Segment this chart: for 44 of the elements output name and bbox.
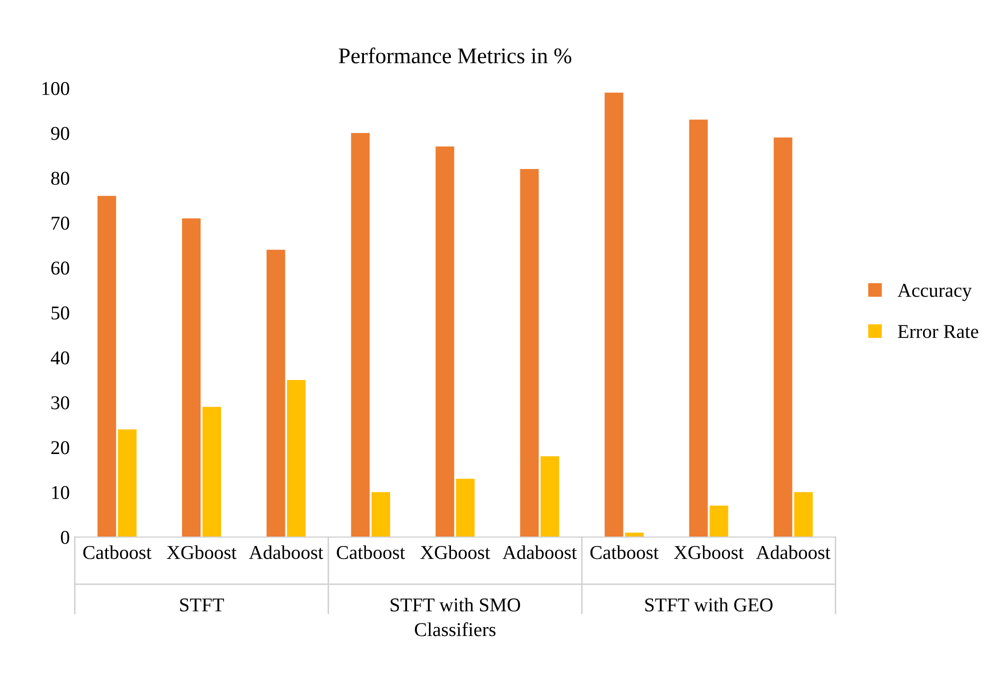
x-tick-label: Adaboost bbox=[502, 545, 577, 560]
text: STFT with SMO bbox=[390, 598, 520, 612]
chart-title: Performance Metrics in % bbox=[338, 48, 572, 64]
bar bbox=[794, 492, 813, 538]
bar bbox=[689, 120, 708, 538]
bar bbox=[118, 429, 137, 538]
y-tick-label: 30 bbox=[51, 396, 70, 410]
x-tick-label: XGboost bbox=[674, 545, 744, 560]
bar bbox=[372, 492, 390, 538]
bar bbox=[182, 218, 201, 538]
bar bbox=[287, 380, 306, 538]
y-tick-label: 10 bbox=[52, 486, 70, 500]
y-tick-label: 90 bbox=[51, 126, 70, 140]
bar bbox=[98, 196, 116, 538]
bar bbox=[774, 138, 792, 538]
y-tick-label: 40 bbox=[50, 351, 70, 364]
x-axis-title: Classifiers bbox=[414, 622, 496, 636]
bar bbox=[266, 250, 286, 538]
bar bbox=[710, 506, 728, 538]
text: STFT bbox=[180, 598, 224, 612]
x-tick-label: Catboost bbox=[336, 545, 406, 560]
text: STFT with GEO bbox=[645, 598, 773, 612]
x-tick-label: Adaboost bbox=[756, 545, 830, 560]
y-tick-label: 0 bbox=[60, 530, 70, 544]
legend-label: Accuracy bbox=[898, 284, 972, 301]
x-tick-label: Catboost bbox=[590, 545, 659, 560]
y-tick-label: 60 bbox=[51, 262, 70, 275]
bar bbox=[520, 168, 539, 538]
y-tick-label: 50 bbox=[52, 306, 70, 320]
x-tick-label: Adaboost bbox=[249, 545, 324, 560]
y-tick-label: 100 bbox=[42, 82, 70, 96]
x-tick-label: XGboost bbox=[166, 545, 237, 560]
y-tick-label: 20 bbox=[51, 441, 70, 454]
x-tick-label: Catboost bbox=[83, 545, 152, 560]
bar bbox=[540, 456, 560, 538]
y-tick-label: 80 bbox=[51, 172, 70, 185]
legend-label: Error Rate bbox=[898, 325, 978, 338]
bar bbox=[202, 406, 222, 538]
y-tick-label: 70 bbox=[52, 216, 70, 230]
bar bbox=[456, 478, 475, 538]
x-tick-label: XGboost bbox=[420, 545, 490, 560]
bar bbox=[604, 92, 624, 538]
bar bbox=[351, 133, 370, 538]
bar bbox=[436, 146, 454, 538]
